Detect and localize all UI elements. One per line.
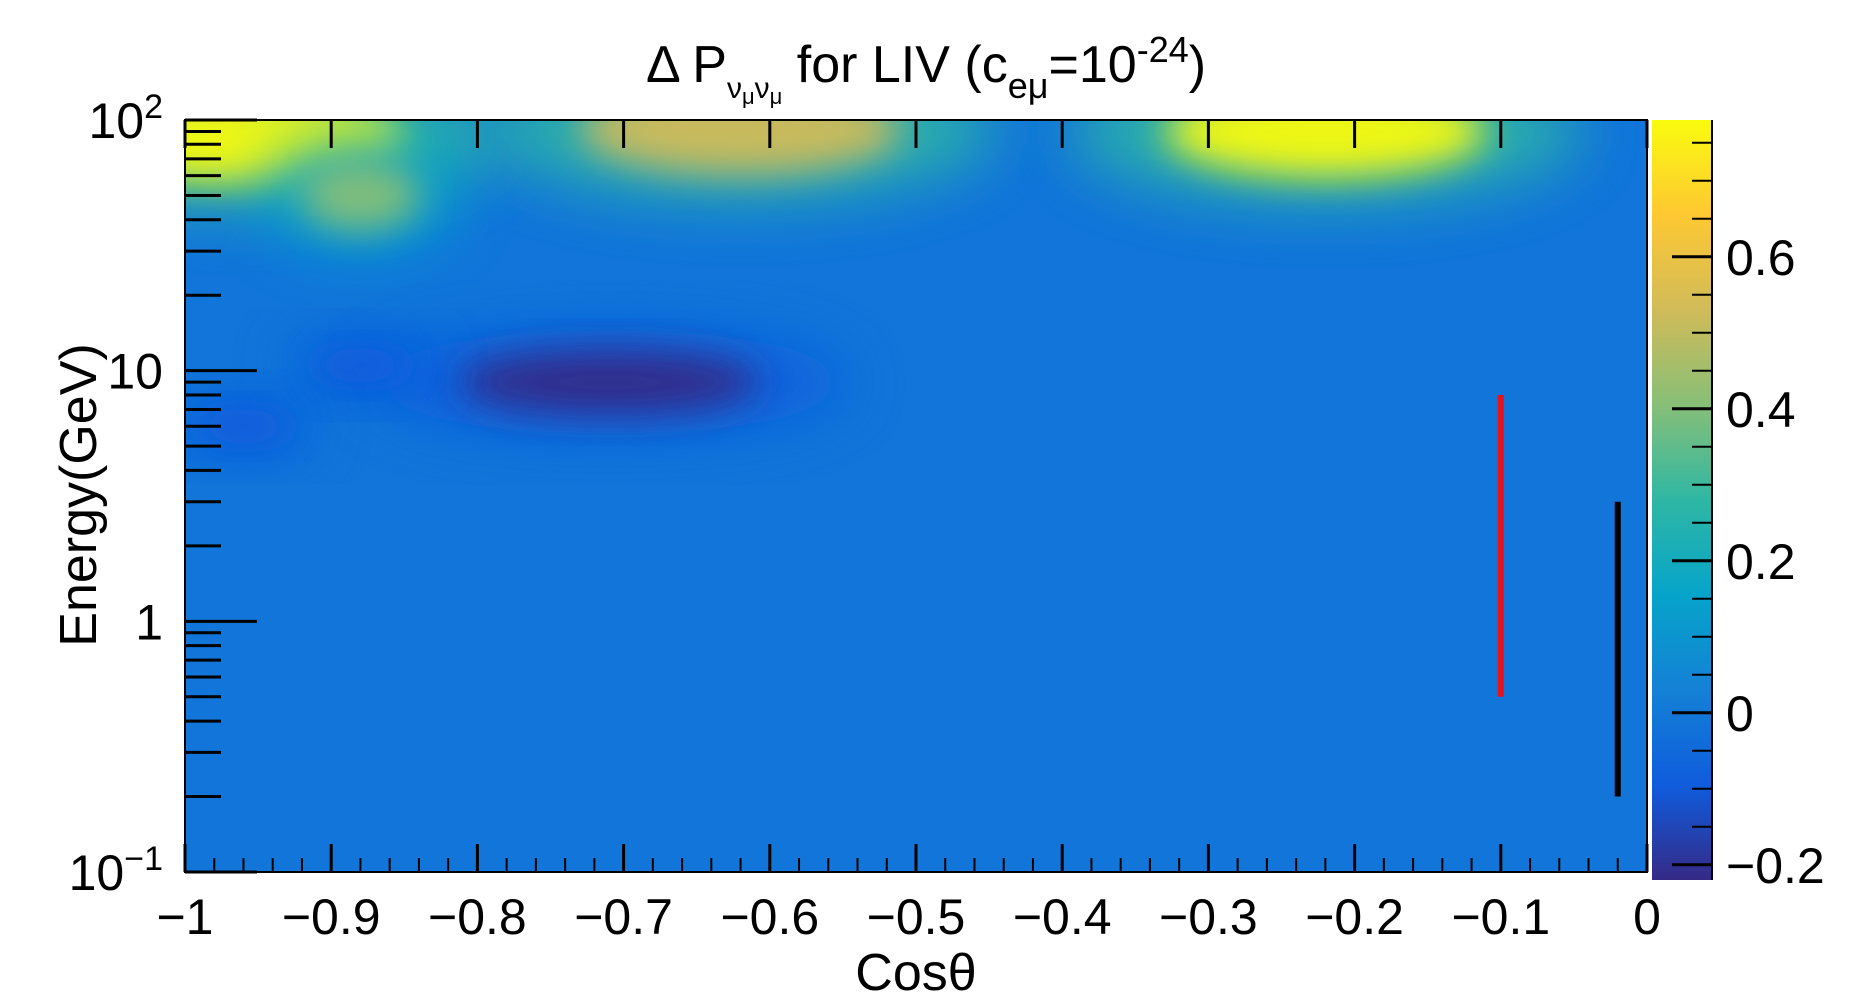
x-tick-label: −0.4 bbox=[1013, 889, 1112, 945]
x-tick-label: −0.1 bbox=[1451, 889, 1550, 945]
x-axis-label: Cosθ bbox=[855, 944, 976, 996]
heatmap-features bbox=[185, 120, 1582, 456]
z-tick-label: 0.4 bbox=[1726, 382, 1796, 438]
heatmap-area bbox=[185, 120, 1647, 872]
x-tick-label: −0.3 bbox=[1159, 889, 1258, 945]
x-tick-label: −1 bbox=[156, 889, 213, 945]
heatmap-peak-2 bbox=[580, 120, 901, 175]
z-tick-label: 0 bbox=[1726, 686, 1754, 742]
z-tick-label: 0.2 bbox=[1726, 534, 1796, 590]
z-tick-label: 0.6 bbox=[1726, 230, 1796, 286]
x-tick-label: 0 bbox=[1633, 889, 1661, 945]
marker-lines bbox=[1497, 394, 1621, 797]
y-tick-label: 102 bbox=[88, 88, 163, 149]
x-tick-label: −0.7 bbox=[574, 889, 673, 945]
heatmap-trough-4 bbox=[458, 350, 759, 415]
x-tick-label: −0.6 bbox=[720, 889, 819, 945]
heatmap-background bbox=[185, 120, 1647, 872]
x-tick-label: −0.8 bbox=[428, 889, 527, 945]
x-tick-label: −0.5 bbox=[867, 889, 966, 945]
x-axis: −1 −0.9 −0.8 −0.7 −0.6 −0.5 −0.4 −0.3 −0.2 −0.1 0 bbox=[156, 120, 1661, 945]
z-tick-label: −0.2 bbox=[1726, 838, 1825, 894]
y-tick-label: 10−1 bbox=[69, 840, 163, 901]
y-tick-label: 1 bbox=[135, 594, 163, 650]
x-tick-label: −0.2 bbox=[1305, 889, 1404, 945]
colorbar-axis: −0.2 0 0.2 0.4 0.6 bbox=[1672, 120, 1825, 894]
heatmap-trough-6 bbox=[198, 408, 289, 445]
heatmap-peak-3 bbox=[300, 160, 421, 231]
y-axis: 10−1 1 10 102 bbox=[69, 88, 257, 901]
chart-title: Δ Pνμνμ for LIV (ceμ=10-24) bbox=[646, 29, 1206, 109]
title-sub-nu-1: ν bbox=[727, 72, 742, 105]
y-axis-label: Energy(GeV) bbox=[50, 343, 108, 646]
x-tick-label: −0.9 bbox=[282, 889, 381, 945]
y-tick-label: 10 bbox=[107, 344, 163, 400]
colorbar bbox=[1652, 120, 1712, 880]
heatmap-peak-0 bbox=[1165, 120, 1486, 177]
heatmap-trough-5 bbox=[315, 347, 406, 384]
